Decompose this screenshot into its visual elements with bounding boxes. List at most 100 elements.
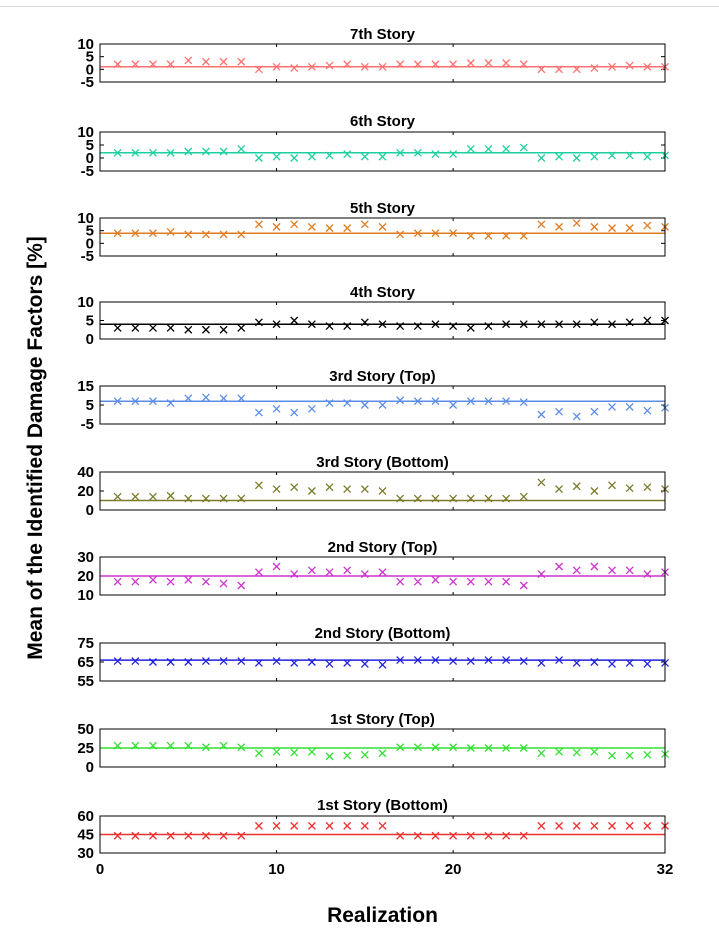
data-point [643, 221, 652, 230]
data-point [431, 397, 440, 406]
data-point [307, 658, 316, 666]
data-point [608, 481, 616, 490]
data-point [254, 65, 263, 74]
data-point [643, 750, 652, 759]
data-point [290, 658, 299, 667]
data-point [590, 318, 599, 327]
data-point [396, 396, 405, 405]
data-point [449, 657, 458, 666]
data-point [325, 483, 334, 492]
axes-frame [99, 217, 666, 257]
data-point [237, 144, 246, 153]
data-point [360, 821, 369, 830]
data-point [113, 148, 122, 157]
data-point [219, 657, 228, 666]
data-point [572, 482, 581, 491]
data-point [149, 658, 157, 666]
data-point [555, 562, 564, 571]
panel-title: 3rd Story (Bottom) [316, 454, 449, 471]
data-point [572, 566, 581, 575]
data-point [149, 229, 157, 238]
data-point [131, 831, 140, 840]
y-tick-label: -5 [81, 248, 94, 265]
data-point [325, 399, 334, 408]
data-point [131, 323, 140, 332]
data-point [131, 60, 140, 69]
y-tick-label: 40 [77, 464, 94, 481]
data-point [590, 407, 599, 416]
data-point [254, 408, 263, 417]
data-point [625, 566, 634, 575]
data-point [254, 154, 263, 162]
data-point [502, 656, 511, 665]
data-point [184, 741, 193, 750]
data-point [466, 397, 475, 406]
data-point [572, 748, 581, 757]
data-point [113, 229, 122, 238]
data-point [237, 494, 246, 503]
data-point [643, 62, 652, 71]
data-point [502, 494, 511, 503]
data-point [201, 657, 210, 666]
data-point [502, 320, 511, 329]
data-point [307, 747, 316, 756]
y-tick-label: 30 [77, 845, 94, 862]
data-point [201, 494, 210, 503]
panel-title: 6th Story [350, 113, 416, 130]
data-point [396, 577, 405, 586]
data-point [484, 231, 493, 240]
data-point [466, 323, 475, 332]
data-point [625, 751, 634, 760]
data-point [378, 62, 387, 71]
data-point [378, 821, 387, 830]
data-point [307, 152, 316, 161]
data-point [272, 404, 281, 413]
data-point [325, 752, 334, 761]
data-point [466, 831, 475, 840]
data-point [519, 143, 528, 152]
data-point [360, 750, 369, 759]
data-point [466, 744, 475, 752]
data-point [555, 656, 564, 665]
data-point [237, 394, 246, 403]
y-tick-label: 50 [77, 721, 94, 738]
data-point [290, 483, 299, 492]
data-point [201, 393, 210, 402]
data-point [555, 152, 564, 161]
data-point [272, 222, 281, 231]
data-point [572, 219, 581, 228]
data-point [219, 831, 228, 840]
y-tick-label: 15 [77, 378, 94, 395]
panel-title: 4th Story [350, 284, 416, 301]
data-point [396, 60, 405, 69]
data-point [590, 64, 599, 73]
data-point [502, 231, 511, 240]
data-point [166, 227, 175, 236]
data-point [325, 61, 334, 70]
data-point [572, 412, 581, 421]
data-point [290, 64, 299, 73]
data-point [360, 485, 369, 494]
data-point [396, 230, 405, 239]
data-point [431, 150, 440, 159]
data-point [449, 150, 458, 159]
data-point [413, 577, 422, 586]
data-point [360, 570, 369, 579]
data-point [254, 568, 263, 577]
data-point [131, 657, 140, 666]
data-point [643, 570, 652, 579]
data-point [555, 65, 564, 74]
data-point [484, 744, 493, 752]
data-point [166, 491, 175, 500]
data-point [219, 325, 228, 334]
data-point [608, 62, 616, 71]
data-point [431, 229, 440, 238]
data-point [643, 406, 652, 415]
data-point [149, 323, 157, 332]
data-point [307, 404, 316, 413]
data-point [555, 485, 564, 494]
data-point [431, 575, 440, 584]
x-tick-label: 32 [657, 861, 674, 878]
